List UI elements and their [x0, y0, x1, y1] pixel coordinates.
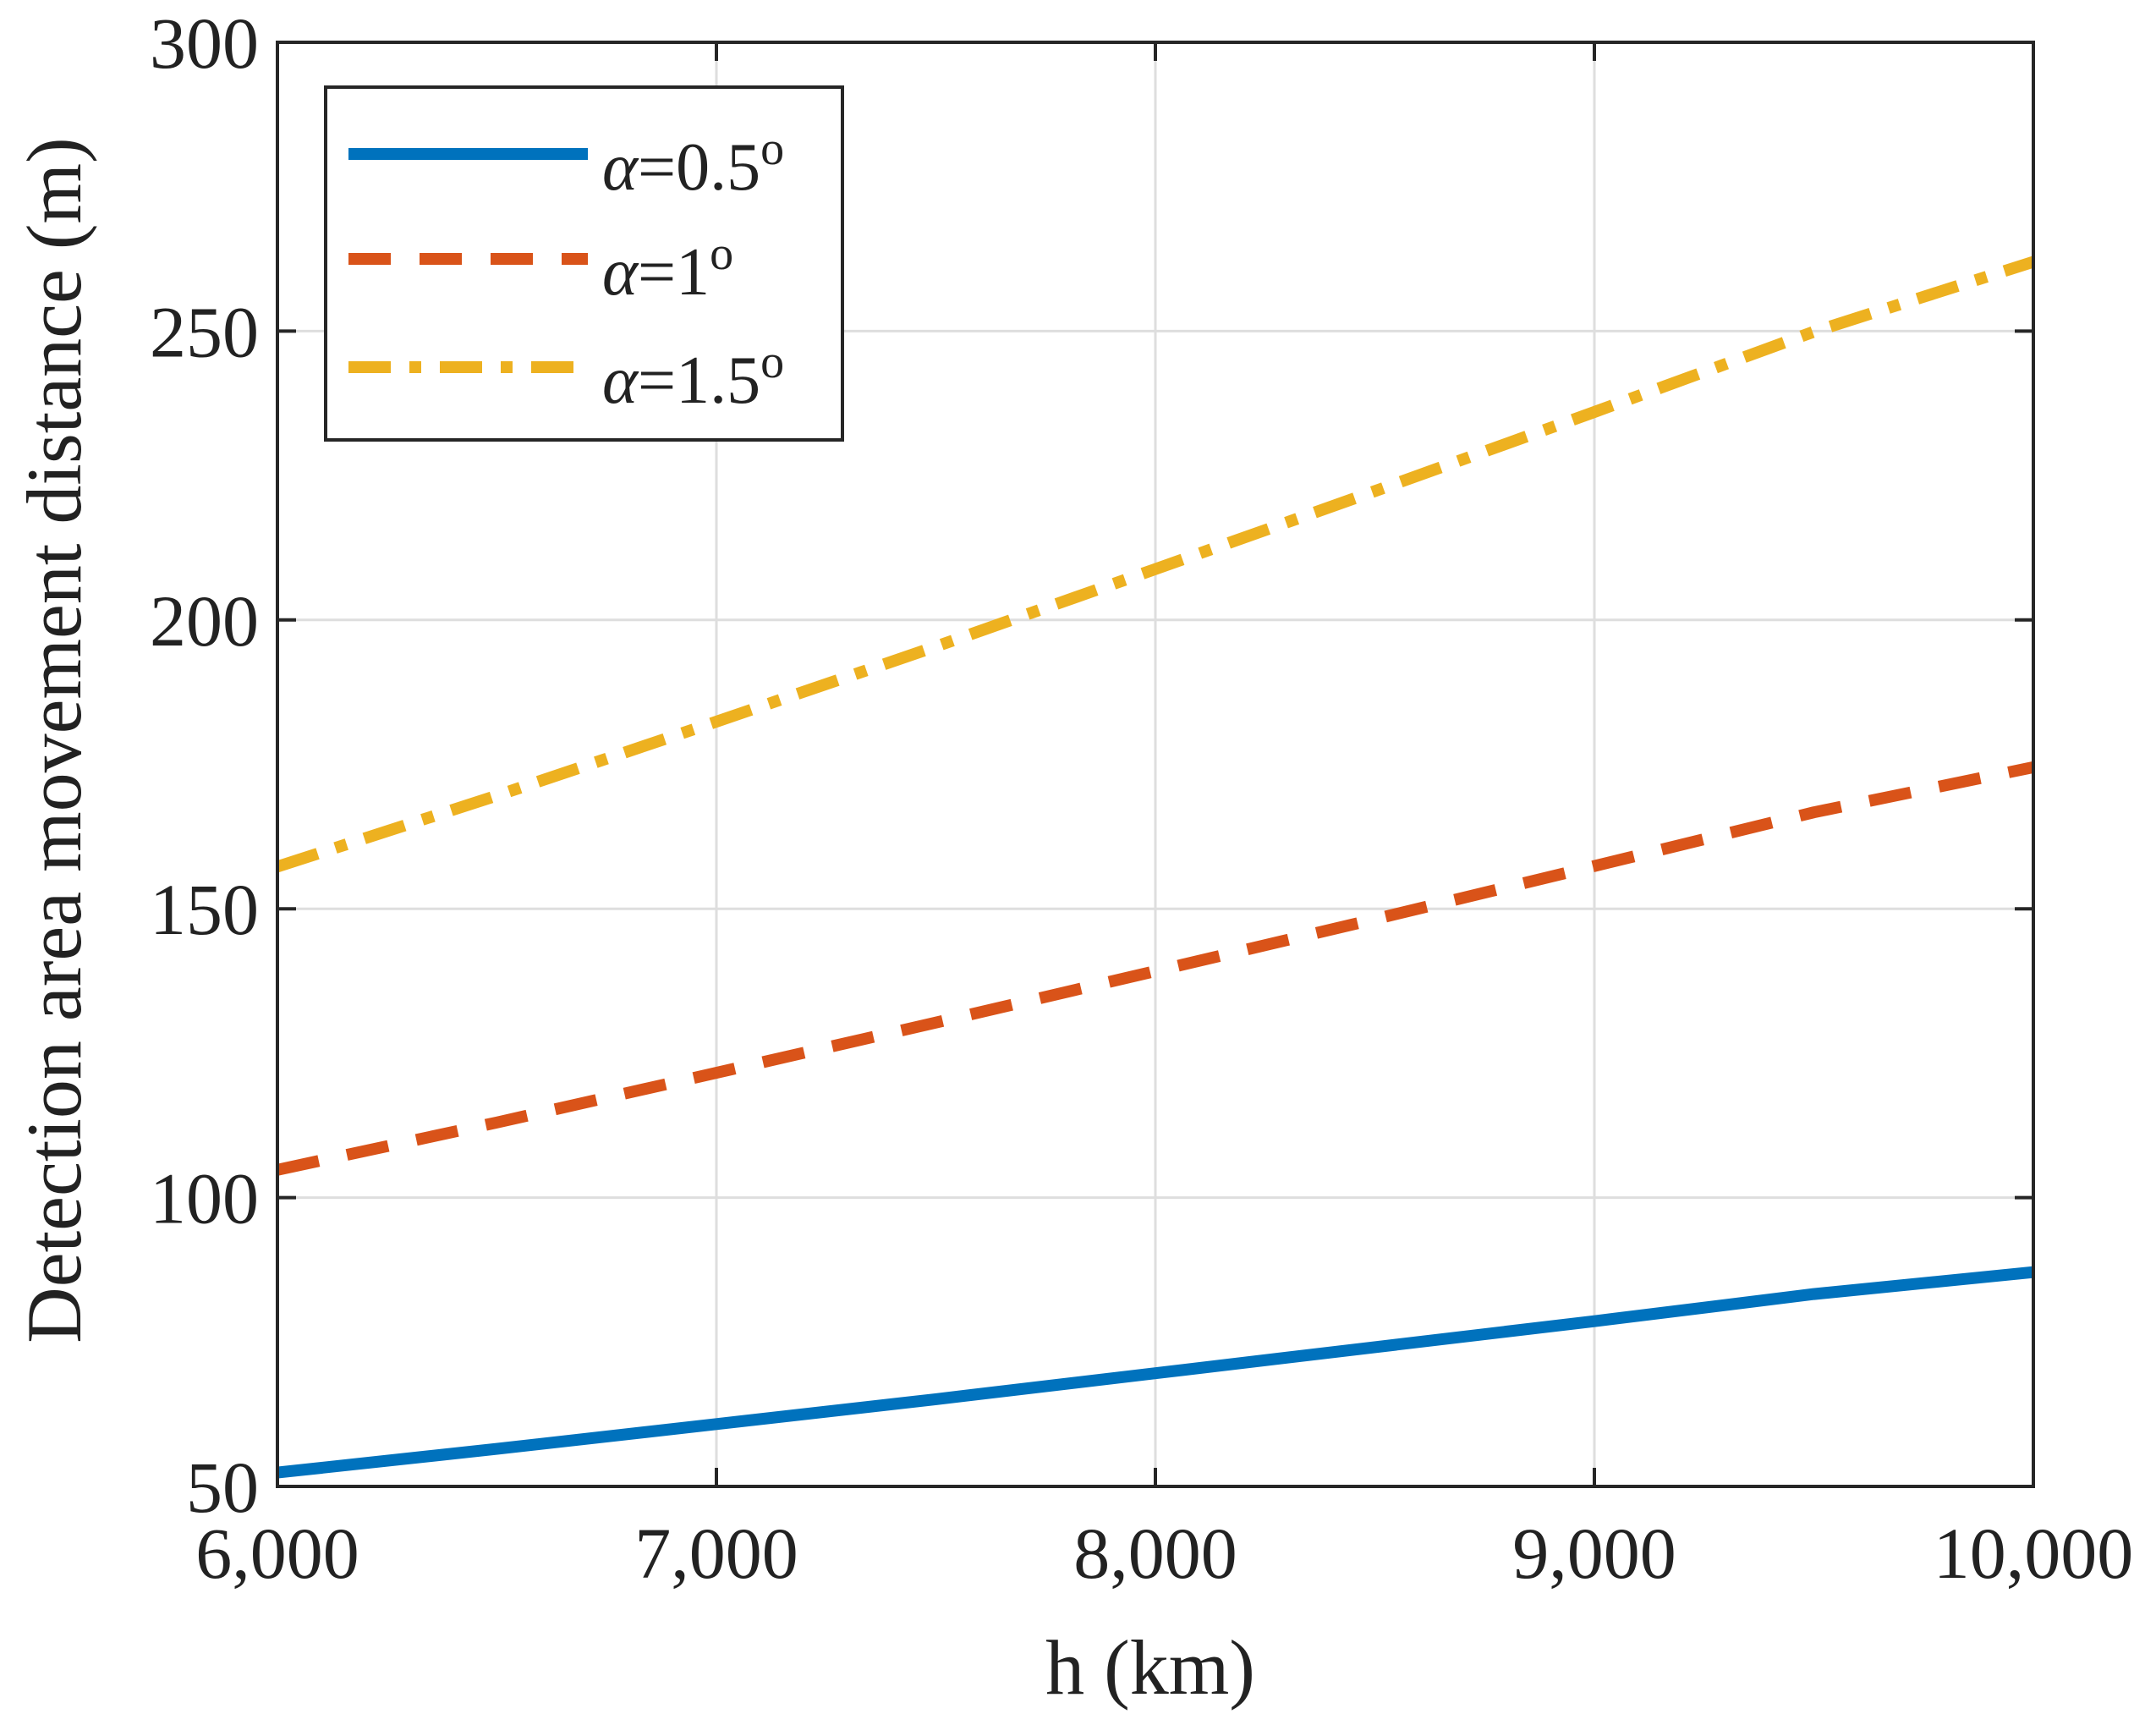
y-tick-label: 50: [186, 1447, 259, 1528]
x-tick-label: 9,000: [1512, 1513, 1676, 1594]
y-axis-title: Detection area movement distance (m): [11, 137, 97, 1343]
series-line-2: [276, 761, 2035, 1176]
x-tick-label: 10,000: [1934, 1513, 2134, 1594]
y-tick-label: 200: [150, 580, 259, 662]
legend-label-symbol: α: [602, 130, 639, 205]
series-line-1: [277, 1266, 2034, 1479]
y-tick-label: 100: [150, 1158, 259, 1239]
legend-label-degree: o: [760, 336, 784, 388]
legend-label-degree: o: [760, 123, 784, 175]
legend-label-symbol: α: [602, 235, 639, 310]
legend-entries: α=0.5oα=1oα=1.5o: [348, 123, 784, 418]
y-tick-label: 150: [150, 869, 259, 950]
y-tick-label: 300: [150, 3, 259, 84]
series-line-3: [275, 255, 2036, 873]
legend: α=0.5oα=1oα=1.5o: [324, 85, 844, 442]
legend-label: α=0.5o: [602, 123, 784, 205]
legend-label-value: =1: [638, 235, 710, 310]
series-lines: [275, 255, 2036, 1479]
x-tick-labels: 6,000 7,000 8,000 9,000 10,000: [195, 1513, 2133, 1594]
y-tick-label: 250: [150, 291, 259, 372]
legend-label: α=1.5o: [602, 336, 784, 418]
legend-label-degree: o: [710, 228, 733, 280]
x-tick-label: 6,000: [195, 1513, 359, 1594]
y-tick-labels: 50 100 150 200 250 300: [150, 3, 259, 1528]
legend-label-value: =0.5: [638, 130, 760, 205]
legend-label-value: =1.5: [638, 343, 760, 418]
x-tick-label: 8,000: [1073, 1513, 1237, 1594]
x-tick-label: 7,000: [634, 1513, 798, 1594]
legend-label-symbol: α: [602, 343, 639, 418]
legend-label: α=1o: [602, 228, 733, 310]
ticks: [276, 41, 2035, 1488]
x-axis-title: h (km): [1045, 1624, 1255, 1711]
